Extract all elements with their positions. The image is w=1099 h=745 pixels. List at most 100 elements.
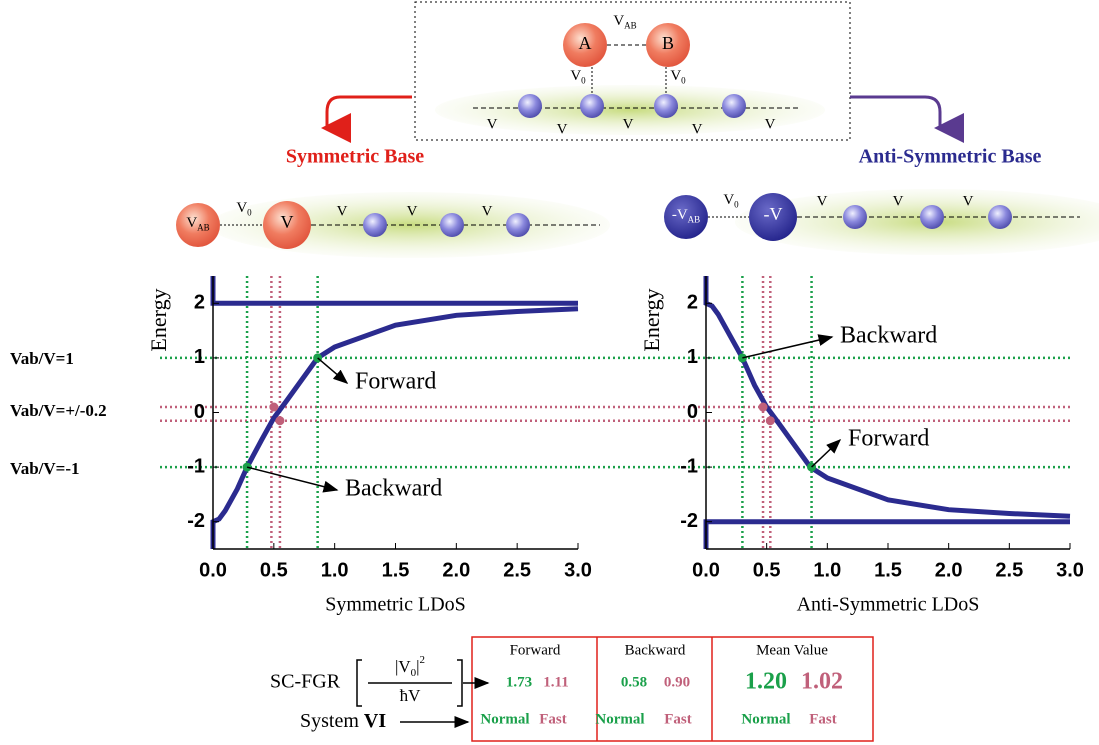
x-tick-label: 2.5 (995, 559, 1023, 581)
num-main: |V (395, 657, 411, 676)
y-tick-label: 2 (687, 292, 698, 314)
annotation-arrow (318, 358, 347, 383)
y-tick-label: 2 (194, 292, 205, 314)
marker (759, 403, 768, 412)
site (988, 205, 1012, 229)
site (518, 94, 542, 118)
bond-label: V (623, 116, 634, 132)
x-axis-label: Symmetric LDoS (325, 594, 466, 616)
group-title: Backward (625, 642, 686, 658)
x-tick-label: 1.5 (874, 559, 902, 581)
bond-label: V (557, 121, 568, 137)
bond-label: V (407, 203, 418, 219)
label: -V (764, 204, 783, 224)
row-label: Vab/V=1 (10, 349, 74, 368)
x-tick-label: 1.0 (813, 559, 841, 581)
table-label: Fast (664, 711, 692, 727)
x-tick-label: 2.0 (442, 559, 470, 581)
x-tick-label: 2.5 (503, 559, 531, 581)
y-axis-label: Energy (146, 288, 171, 351)
bond-label: V (487, 116, 498, 132)
table-value: 1.11 (543, 674, 568, 690)
x-tick-label: 2.0 (935, 559, 963, 581)
num-sup: 2 (420, 654, 426, 666)
curve (706, 276, 1070, 516)
y-tick-label: 1 (687, 346, 698, 368)
y-tick-label: 0 (194, 401, 205, 423)
label: V0 (570, 68, 586, 85)
label: V0 (723, 192, 739, 209)
table-value: 1.20 (745, 669, 787, 695)
base-title: Symmetric Base (286, 146, 424, 168)
table-value: 1.73 (506, 674, 532, 690)
label: V0 (670, 68, 686, 85)
curve (213, 276, 578, 303)
label-main: -V (672, 207, 688, 223)
site (722, 94, 746, 118)
table-value: 0.90 (664, 674, 690, 690)
marker (269, 403, 278, 412)
site (843, 205, 867, 229)
y-tick-label: -2 (680, 510, 698, 532)
y-tick-label: -1 (187, 455, 205, 477)
system-text: System (300, 710, 359, 732)
bond-label: V (963, 193, 974, 209)
site (580, 94, 604, 118)
table-value: 0.58 (621, 674, 647, 690)
annotation: Backward (840, 323, 937, 349)
row-label: Vab/V=-1 (10, 459, 80, 478)
site (654, 94, 678, 118)
label-main: -V (764, 204, 783, 224)
bond-label: V (817, 193, 828, 209)
site (506, 213, 530, 237)
figure: Symmetric Base Anti-Symmetric Base ABVAB… (0, 0, 1099, 745)
x-tick-label: 3.0 (1056, 559, 1084, 581)
label-sub: AB (688, 215, 701, 225)
label: V0 (236, 200, 252, 217)
bond-label: V (482, 203, 493, 219)
group-title: Mean Value (756, 642, 828, 658)
bond-label: V (692, 121, 703, 137)
table-label: Fast (539, 711, 567, 727)
label-main: V (236, 200, 247, 216)
numerator: |V0|2 (395, 654, 425, 679)
annotation: Forward (355, 369, 436, 395)
y-tick-label: -1 (680, 455, 698, 477)
node-label: B (662, 33, 674, 53)
bond-label: V (337, 203, 348, 219)
x-tick-label: 0.5 (753, 559, 781, 581)
curve (213, 309, 578, 549)
node-label: A (579, 33, 592, 53)
label-sub: 0 (247, 208, 252, 218)
label-main: V (613, 13, 624, 29)
y-tick-label: 1 (194, 346, 205, 368)
y-tick-label: 0 (687, 401, 698, 423)
x-tick-label: 0.0 (199, 559, 227, 581)
bond-label: V (893, 193, 904, 209)
system-bold: VI (364, 710, 386, 732)
marker (766, 416, 775, 425)
y-tick-label: -2 (187, 510, 205, 532)
annotation-arrow (247, 467, 337, 490)
site (363, 213, 387, 237)
x-tick-label: 3.0 (564, 559, 592, 581)
base-title: Anti-Symmetric Base (859, 146, 1042, 168)
label-sub: 0 (734, 200, 739, 210)
group-title: Forward (510, 642, 561, 658)
x-axis-label: Anti-Symmetric LDoS (797, 594, 980, 616)
x-tick-label: 0.5 (260, 559, 288, 581)
label-main: V (570, 68, 581, 84)
annotation-arrow (742, 337, 832, 358)
label-main: V (670, 68, 681, 84)
label-sub: 0 (581, 76, 586, 86)
y-axis-label: Energy (639, 288, 664, 351)
site (440, 213, 464, 237)
arrow (327, 97, 412, 128)
site (920, 205, 944, 229)
bond-label: V (765, 116, 776, 132)
label-main: V (723, 192, 734, 208)
marker (275, 416, 284, 425)
table-label: Normal (480, 711, 529, 727)
table-label: Normal (595, 711, 644, 727)
